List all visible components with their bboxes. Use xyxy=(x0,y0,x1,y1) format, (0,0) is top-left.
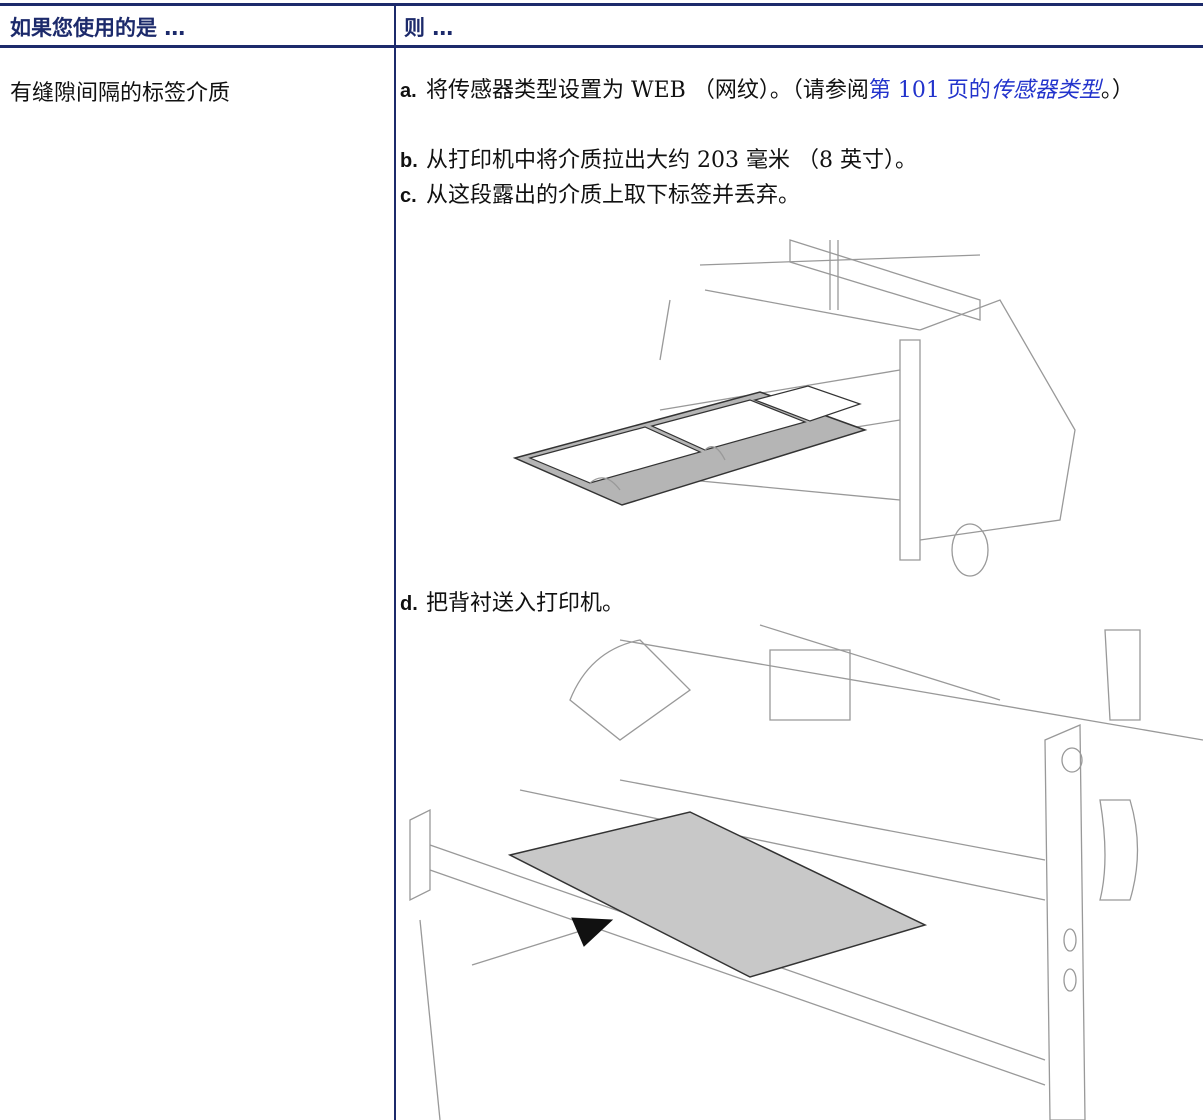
header-cell: 则 … xyxy=(404,16,454,40)
header-bottom-border xyxy=(0,45,1203,48)
illustration-remove-labels xyxy=(512,239,1076,577)
cross-reference-title[interactable]: 传感器类型 xyxy=(990,78,1101,103)
step: d. 把背衬送入打印机。 xyxy=(400,585,624,617)
step-marker: c. xyxy=(400,185,417,207)
step-marker: b. xyxy=(400,150,418,172)
step-text: 从打印机中将介质拉出大约 203 毫米 （8 英寸）。 xyxy=(426,148,917,173)
step: a. 将传感器类型设置为 WEB （网纹）。（请参阅第 101 页的传感器类型。） xyxy=(400,75,1180,107)
cross-reference[interactable]: 第 101 页的 xyxy=(868,78,991,103)
column-divider xyxy=(394,5,396,1120)
table-top-border xyxy=(0,3,1203,6)
illustration-feed-liner xyxy=(409,624,1203,1120)
condition-cell: 有缝隙间隔的标签介质 xyxy=(10,81,231,106)
step-text: 从这段露出的介质上取下标签并丢弃。 xyxy=(426,183,801,208)
step-marker: a. xyxy=(400,80,417,102)
step: c. 从这段露出的介质上取下标签并丢弃。 xyxy=(400,177,800,209)
header-cell: 如果您使用的是 … xyxy=(10,16,186,40)
step: b. 从打印机中将介质拉出大约 203 毫米 （8 英寸）。 xyxy=(400,142,917,174)
step-text: 将传感器类型设置为 WEB （网纹）。（请参阅 xyxy=(426,78,869,103)
step-text: 。） xyxy=(1100,78,1134,103)
step-text: 把背衬送入打印机。 xyxy=(426,591,625,616)
step-marker: d. xyxy=(400,593,418,615)
